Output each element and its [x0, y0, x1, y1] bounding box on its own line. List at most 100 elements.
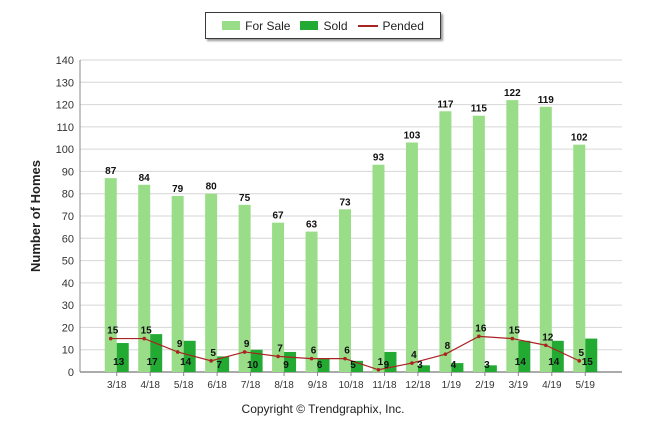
point-pended	[142, 336, 146, 341]
x-tick-label: 4/18	[140, 380, 160, 391]
data-label-sold: 3	[417, 360, 423, 371]
bar-for-sale	[372, 164, 385, 372]
legend-swatch-pended	[357, 24, 378, 27]
data-label-pended: 15	[509, 326, 521, 337]
data-label-sold: 9	[384, 360, 390, 371]
legend-item-pended: Pended	[357, 18, 424, 33]
copyright-text: Copyright © Trendgraphix, Inc.	[241, 402, 405, 416]
y-tick-label: 10	[62, 345, 74, 357]
data-label-sold: 3	[484, 360, 490, 371]
bar-sold	[183, 340, 196, 372]
bar-sold	[484, 365, 497, 372]
x-tick-label: 12/18	[405, 380, 430, 391]
point-pended	[343, 356, 347, 361]
bar-for-sale	[405, 142, 418, 372]
data-label-sold: 7	[216, 360, 222, 371]
y-tick-label: 30	[62, 300, 74, 312]
data-label-pended: 6	[344, 346, 350, 357]
bar-sold	[150, 334, 163, 372]
point-pended	[108, 336, 113, 341]
data-label-pended: 12	[542, 332, 554, 343]
bar-sold	[585, 338, 598, 372]
data-label-pended: 6	[311, 346, 317, 357]
data-label-pended: 9	[244, 339, 250, 350]
bar-for-sale	[305, 231, 318, 372]
x-tick-label: 9/18	[308, 380, 328, 391]
bar-sold	[518, 340, 531, 372]
x-tick-label: 3/19	[509, 380, 529, 391]
point-pended	[577, 359, 582, 363]
legend-swatch-sold	[300, 21, 319, 30]
data-label-for-sale: 117	[437, 99, 454, 110]
data-label-pended: 8	[445, 341, 451, 352]
point-pended	[510, 336, 515, 341]
data-label-for-sale: 87	[105, 166, 117, 177]
legend-label-pended: Pended	[382, 18, 424, 33]
y-tick-label: 20	[62, 322, 74, 334]
data-label-pended: 15	[107, 326, 119, 337]
data-label-sold: 14	[515, 357, 527, 368]
x-tick-label: 8/18	[274, 380, 294, 391]
data-label-for-sale: 73	[339, 197, 351, 208]
bar-sold	[551, 340, 564, 372]
data-label-pended: 5	[210, 348, 216, 359]
point-pended	[175, 350, 180, 354]
y-tick-label: 80	[62, 189, 74, 201]
x-tick-label: 11/18	[372, 380, 397, 391]
x-tick-label: 6/18	[207, 380, 227, 391]
point-pended	[209, 359, 213, 363]
point-pended	[309, 356, 314, 361]
data-label-for-sale: 80	[206, 182, 218, 193]
y-tick-label: 90	[62, 166, 74, 178]
point-pended	[410, 361, 414, 365]
y-tick-label: 60	[62, 233, 74, 245]
data-label-sold: 9	[283, 360, 289, 371]
y-tick-label: 130	[56, 77, 74, 89]
x-tick-label: 2/19	[475, 380, 495, 391]
data-label-sold: 15	[582, 357, 594, 368]
y-tick-label: 100	[56, 144, 74, 156]
data-label-pended: 15	[141, 326, 153, 337]
legend-item-sold: Sold	[300, 19, 348, 33]
y-tick-label: 140	[56, 55, 74, 67]
data-label-sold: 6	[317, 360, 323, 371]
data-label-for-sale: 63	[306, 220, 318, 231]
y-tick-label: 120	[56, 100, 74, 112]
y-axis-title: Number of Homes	[28, 160, 43, 272]
bar-for-sale	[171, 195, 184, 372]
bar-for-sale	[138, 184, 151, 372]
bar-sold	[451, 363, 464, 372]
data-label-for-sale: 93	[373, 153, 385, 164]
point-pended	[242, 350, 247, 354]
x-tick-label: 4/19	[542, 380, 562, 391]
bar-for-sale	[104, 178, 117, 372]
data-label-sold: 4	[451, 360, 457, 371]
data-label-for-sale: 79	[172, 184, 184, 195]
bar-for-sale	[573, 144, 586, 372]
data-label-for-sale: 122	[504, 88, 521, 99]
bar-for-sale	[272, 222, 285, 372]
y-tick-label: 110	[56, 122, 74, 134]
bar-sold	[417, 365, 430, 372]
data-label-for-sale: 75	[239, 193, 251, 204]
bar-for-sale	[205, 193, 218, 372]
data-label-for-sale: 84	[139, 173, 151, 184]
data-label-pended: 1	[378, 357, 384, 368]
y-tick-label: 70	[62, 211, 74, 223]
bar-for-sale	[238, 204, 251, 372]
bar-sold	[351, 360, 363, 372]
data-label-pended: 9	[177, 339, 183, 350]
bar-sold	[317, 358, 330, 372]
x-tick-label: 1/19	[442, 380, 462, 391]
data-label-pended: 5	[578, 348, 584, 359]
legend-label-for-sale: For Sale	[245, 18, 291, 33]
legend-swatch-for-sale	[222, 21, 241, 30]
x-tick-label: 5/18	[174, 380, 194, 391]
x-tick-label: 3/18	[107, 380, 127, 391]
point-pended	[376, 367, 381, 372]
data-label-sold: 14	[180, 357, 192, 368]
bar-sold	[116, 343, 129, 372]
data-label-pended: 16	[475, 323, 487, 334]
y-tick-label: 50	[62, 256, 74, 268]
